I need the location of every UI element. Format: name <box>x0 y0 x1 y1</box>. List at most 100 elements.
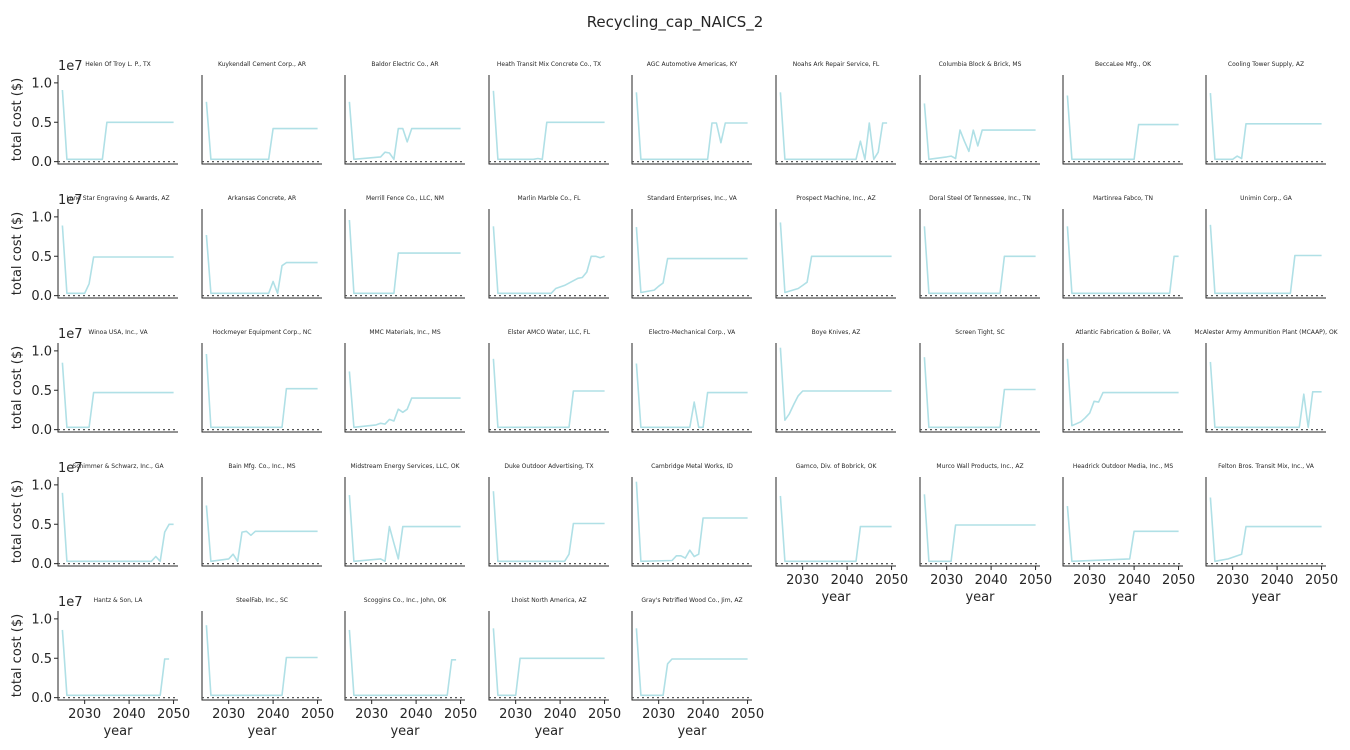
subplot-title: Doral Steel Of Tennessee, Inc., TN <box>929 195 1031 202</box>
x-axis-label: year <box>1108 590 1138 605</box>
axis-spines <box>775 477 896 567</box>
x-tick-label: 2050 <box>157 707 190 722</box>
subplot-title: Kuykendall Cement Corp., AR <box>218 61 306 68</box>
y-tick-label: 0.0 <box>31 155 52 170</box>
axis-spines <box>488 75 609 165</box>
subplot: AGC Automotive Americas, KY <box>631 61 752 165</box>
subplot-title: Winoa USA, Inc., VA <box>88 329 148 336</box>
x-axis-label: year <box>534 724 564 739</box>
series-line <box>61 89 174 161</box>
subplot: Murco Wall Products, Inc., AZ 2030 2040 205… <box>919 463 1052 605</box>
y-tick-label: 0.5 <box>31 652 52 667</box>
subplot: Elster AMCO Water, LLC, FL <box>488 329 609 433</box>
subplot: Gamco, Div. of Bobrick, OK 2030 2040 2050 ye… <box>775 463 908 605</box>
subplot: Schimmer & Schwarz, Inc., GA 0.0 0.5 1.0 1e7… <box>10 461 178 572</box>
x-tick-label: 2040 <box>257 707 290 722</box>
series-line <box>779 347 892 421</box>
subplot-title: Scoggins Co., Inc., John, OK <box>364 597 448 604</box>
subplot-title: Marlin Marble Co., FL <box>517 195 581 202</box>
x-tick-label: 2030 <box>930 573 963 588</box>
series-line <box>348 101 461 161</box>
axis-spines <box>631 75 752 165</box>
y-tick-label: 0.5 <box>31 518 52 533</box>
subplot: Heath Transit Mix Concrete Co., TX <box>488 61 609 165</box>
y-scale-exponent: 1e7 <box>58 595 83 610</box>
axis-spines <box>919 75 1040 165</box>
subplot-title: Cambridge Metal Works, ID <box>651 463 733 470</box>
subplot-title: Prospect Machine, Inc., AZ <box>796 195 875 202</box>
series-line <box>1066 95 1179 161</box>
series-line <box>779 222 892 294</box>
series-line <box>923 226 1036 295</box>
x-axis-label: year <box>247 724 277 739</box>
subplot: Unimin Corp., GA <box>1205 195 1326 299</box>
axis-spines <box>919 209 1040 299</box>
x-axis-label: year <box>103 724 133 739</box>
axis-spines <box>1062 477 1183 567</box>
axis-spines <box>1062 343 1183 433</box>
subplot-title: Arkansas Concrete, AR <box>228 195 296 202</box>
subplot: Helen Of Troy L. P., TX 0.0 0.5 1.0 1e7 total… <box>10 59 178 170</box>
y-tick-label: 0.0 <box>31 423 52 438</box>
axis-spines <box>488 343 609 433</box>
series-line <box>635 363 748 429</box>
axis-spines <box>631 477 752 567</box>
subplot: Headrick Outdoor Media, Inc., MS 2030 2040… <box>1062 463 1195 605</box>
subplot: Winoa USA, Inc., VA 0.0 0.5 1.0 1e7 total cos… <box>10 327 178 438</box>
y-tick-label: 1.0 <box>31 612 52 627</box>
axis-spines <box>57 343 178 433</box>
subplot: Merrill Fence Co., LLC, NM <box>344 195 465 299</box>
x-tick-label: 2030 <box>355 707 388 722</box>
y-tick-label: 1.0 <box>31 344 52 359</box>
x-tick-label: 2050 <box>1019 573 1052 588</box>
subplot: Marlin Marble Co., FL <box>488 195 609 299</box>
subplot-title: Cooling Tower Supply, AZ <box>1228 61 1304 68</box>
y-tick-label: 0.5 <box>31 116 52 131</box>
x-axis-label: year <box>821 590 851 605</box>
axis-spines <box>488 477 609 567</box>
figure-title: Recycling_cap_NAICS_2 <box>587 13 764 32</box>
series-line <box>1209 497 1322 563</box>
axis-spines <box>775 209 896 299</box>
subplot: Arkansas Concrete, AR <box>201 195 322 299</box>
series-line <box>1209 224 1322 295</box>
subplot-title: Lhoist North America, AZ <box>511 597 586 604</box>
subplot-title: McAlester Army Ammunition Plant (MCAAP),… <box>1194 329 1338 336</box>
subplot-title: Headrick Outdoor Media, Inc., MS <box>1073 463 1174 470</box>
x-tick-label: 2040 <box>1261 573 1294 588</box>
subplot-title: BeccaLee Mfg., OK <box>1095 61 1152 68</box>
axis-spines <box>919 477 1040 567</box>
axis-spines <box>775 343 896 433</box>
subplot-title: Boye Knives, AZ <box>812 329 861 336</box>
x-axis-label: year <box>677 724 707 739</box>
y-scale-exponent: 1e7 <box>58 193 83 208</box>
axis-spines <box>919 343 1040 433</box>
series-line <box>205 353 318 429</box>
series-line <box>779 495 892 563</box>
axis-spines <box>344 75 465 165</box>
x-tick-label: 2040 <box>687 707 720 722</box>
subplot: Midstream Energy Services, LLC, OK <box>344 463 465 567</box>
axis-spines <box>57 611 178 701</box>
x-axis-label: year <box>965 590 995 605</box>
y-scale-exponent: 1e7 <box>58 327 83 342</box>
subplot: Boye Knives, AZ <box>775 329 896 433</box>
x-tick-label: 2040 <box>113 707 146 722</box>
subplot: Bain Mfg. Co., Inc., MS <box>201 463 322 567</box>
subplot: Martinrea Fabco, TN <box>1062 195 1183 299</box>
series-line <box>492 628 605 697</box>
series-line <box>348 629 457 697</box>
subplot-title: Unimin Corp., GA <box>1240 195 1293 202</box>
axis-spines <box>488 611 609 701</box>
y-axis-label: total cost ($) <box>10 346 25 429</box>
y-tick-label: 0.5 <box>31 384 52 399</box>
y-axis-label: total cost ($) <box>10 614 25 697</box>
x-tick-label: 2040 <box>400 707 433 722</box>
series-line <box>205 234 318 295</box>
subplot-title: Midstream Energy Services, LLC, OK <box>351 463 461 470</box>
y-tick-label: 1.0 <box>31 76 52 91</box>
subplot: Lhoist North America, AZ 2030 2040 2050 year <box>488 597 621 739</box>
subplot: BeccaLee Mfg., OK <box>1062 61 1183 165</box>
subplot: Doral Steel Of Tennessee, Inc., TN <box>919 195 1040 299</box>
